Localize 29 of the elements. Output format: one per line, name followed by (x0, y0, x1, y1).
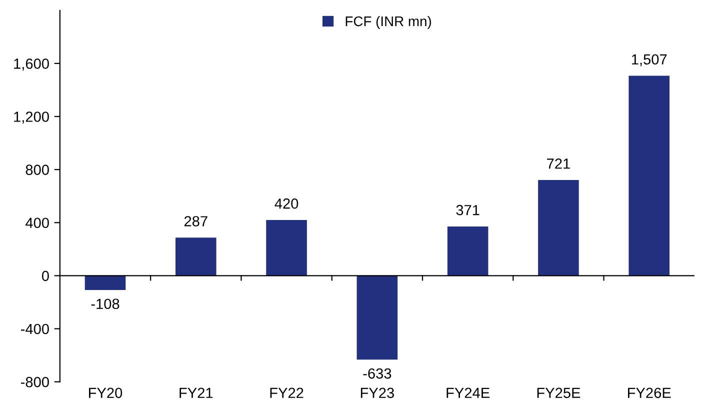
x-tick-label: FY22 (270, 388, 304, 398)
bar (447, 226, 488, 276)
bar (175, 238, 216, 276)
text: -108 (91, 298, 120, 310)
y-tick-label: 0 (42, 270, 49, 282)
text: 371 (456, 204, 480, 216)
bar (266, 220, 307, 276)
bar (356, 276, 398, 360)
x-tick-label: FY23 (360, 388, 394, 398)
y-tick-label: 1,600 (14, 58, 49, 71)
x-tick-label: FY26E (628, 388, 671, 398)
text: 1,507 (632, 54, 667, 66)
y-tick-label: -800 (20, 376, 49, 388)
x-tick-label: FY25E (537, 388, 580, 398)
bar (84, 276, 126, 290)
text: 420 (274, 198, 298, 209)
x-tick-label: FY21 (180, 388, 213, 398)
bar (538, 180, 579, 276)
y-tick-label: 800 (26, 164, 49, 175)
y-tick-label: 1,200 (14, 112, 49, 124)
x-tick-label: FY24E (446, 388, 490, 398)
text: 287 (184, 216, 208, 226)
bar (628, 76, 670, 276)
text: -633 (363, 368, 392, 379)
y-tick-label: -400 (20, 324, 49, 334)
y-tick-label: 400 (26, 218, 49, 228)
legend-label: FCF (INR mn) (346, 16, 432, 29)
x-tick-label: FY20 (89, 388, 122, 398)
text: 721 (547, 158, 570, 169)
